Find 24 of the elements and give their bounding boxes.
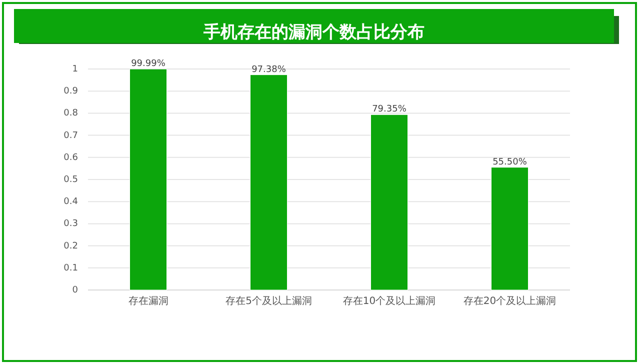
y-tick-label: 0.9 bbox=[64, 86, 78, 97]
x-tick-label: 存在20个及以上漏洞 bbox=[463, 295, 556, 307]
y-tick-label: 0.5 bbox=[64, 174, 78, 185]
bar bbox=[491, 167, 528, 290]
x-tick-label: 存在10个及以上漏洞 bbox=[342, 295, 436, 307]
data-label: 79.35% bbox=[372, 104, 407, 115]
y-tick-label: 0.2 bbox=[64, 241, 78, 252]
bar bbox=[250, 74, 288, 290]
data-label: 99.99% bbox=[131, 59, 166, 70]
y-tick-label: 0 bbox=[72, 285, 78, 296]
chart-title: 手机存在的漏洞个数占比分布 bbox=[202, 22, 424, 43]
y-tick-label: 0.8 bbox=[64, 108, 78, 119]
y-tick-label: 0.4 bbox=[64, 197, 78, 208]
y-tick-label: 1 bbox=[72, 64, 78, 74]
y-tick-label: 0.6 bbox=[64, 152, 78, 163]
x-tick-label: 存在漏洞 bbox=[128, 295, 168, 307]
y-tick-label: 0.1 bbox=[64, 263, 78, 274]
y-tick-label: 0.3 bbox=[64, 219, 78, 230]
y-tick-label: 0.7 bbox=[64, 130, 78, 141]
data-label: 55.50% bbox=[492, 157, 528, 168]
x-tick-label: 存在5个及以上漏洞 bbox=[226, 295, 312, 307]
data-label: 97.38% bbox=[252, 64, 286, 75]
bar bbox=[370, 114, 408, 290]
bar bbox=[130, 68, 167, 290]
